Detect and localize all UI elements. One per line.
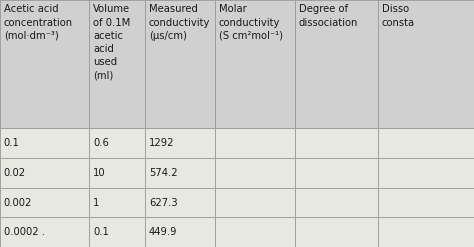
Text: 0.002: 0.002 [4, 198, 32, 207]
Bar [215, 188, 295, 217]
Bar [215, 128, 295, 158]
Text: Degree of
dissociation: Degree of dissociation [299, 4, 358, 28]
Bar [0, 158, 89, 188]
Text: 0.1: 0.1 [93, 227, 109, 237]
Text: 1292: 1292 [149, 138, 174, 148]
Bar [295, 158, 378, 188]
Bar [145, 158, 215, 188]
Bar [378, 217, 474, 247]
Text: Volume
of 0.1M
acetic
acid
used
(ml): Volume of 0.1M acetic acid used (ml) [93, 4, 130, 81]
Bar [378, 0, 474, 128]
Bar [145, 217, 215, 247]
Bar [295, 128, 378, 158]
Bar [89, 217, 145, 247]
Bar [0, 0, 89, 128]
Bar [215, 0, 295, 128]
Text: 0.6: 0.6 [93, 138, 109, 148]
Bar [215, 158, 295, 188]
Bar [378, 128, 474, 158]
Text: 627.3: 627.3 [149, 198, 177, 207]
Text: 0.0002 .: 0.0002 . [4, 227, 45, 237]
Bar [295, 217, 378, 247]
Text: Molar
conductivity
(S cm²mol⁻¹): Molar conductivity (S cm²mol⁻¹) [219, 4, 283, 41]
Text: 449.9: 449.9 [149, 227, 177, 237]
Bar [295, 188, 378, 217]
Bar [0, 217, 89, 247]
Bar [89, 0, 145, 128]
Text: 10: 10 [93, 168, 106, 178]
Text: Measured
conductivity
(μs/cm): Measured conductivity (μs/cm) [149, 4, 210, 41]
Bar [145, 128, 215, 158]
Bar [89, 158, 145, 188]
Bar [145, 0, 215, 128]
Bar [295, 0, 378, 128]
Bar [215, 217, 295, 247]
Text: Acetic acid
concentration
(mol·dm⁻³): Acetic acid concentration (mol·dm⁻³) [4, 4, 73, 41]
Bar [378, 188, 474, 217]
Text: 0.1: 0.1 [4, 138, 19, 148]
Bar [145, 188, 215, 217]
Text: 574.2: 574.2 [149, 168, 177, 178]
Text: 1: 1 [93, 198, 99, 207]
Bar [0, 128, 89, 158]
Bar [89, 188, 145, 217]
Bar [0, 188, 89, 217]
Bar [89, 128, 145, 158]
Text: 0.02: 0.02 [4, 168, 26, 178]
Text: Disso
consta: Disso consta [382, 4, 415, 28]
Bar [378, 158, 474, 188]
